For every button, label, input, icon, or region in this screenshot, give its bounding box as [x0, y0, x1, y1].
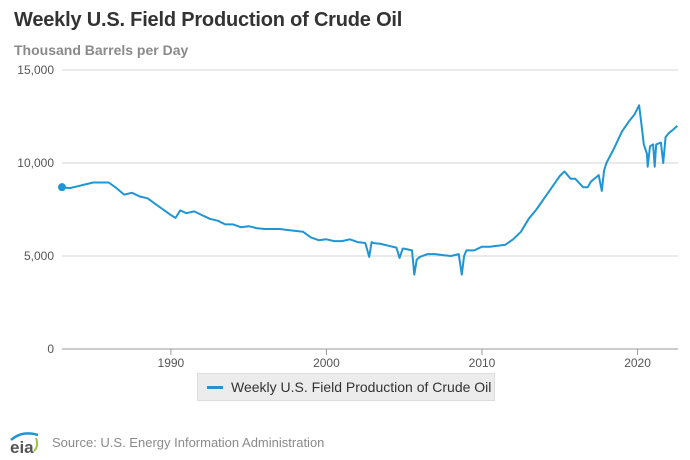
- y-axis-labels: 0 5,000 10,000 15,000: [17, 63, 54, 356]
- series-start-point: [58, 183, 66, 192]
- legend-swatch: [207, 385, 223, 389]
- legend[interactable]: Weekly U.S. Field Production of Crude Oi…: [197, 373, 495, 401]
- y-tick-label: 0: [47, 342, 54, 356]
- chart-title: Weekly U.S. Field Production of Crude Oi…: [14, 9, 403, 31]
- y-tick-label: 5,000: [24, 249, 54, 263]
- series-group: [58, 104, 678, 276]
- legend-label: Weekly U.S. Field Production of Crude Oi…: [231, 379, 492, 395]
- x-tick-label: 2000: [313, 356, 340, 370]
- source-text: Source: U.S. Energy Information Administ…: [52, 434, 325, 450]
- eia-logo-icon: eia: [10, 432, 39, 456]
- x-tick-label: 1990: [158, 356, 185, 370]
- x-tick-label: 2010: [469, 356, 496, 370]
- logo-text: eia: [10, 438, 34, 456]
- grid-lines: [62, 69, 678, 350]
- series-line: [61, 104, 678, 276]
- x-axis: 1990 2000 2010 2020: [158, 349, 651, 370]
- y-tick-label: 10,000: [17, 156, 54, 170]
- chart-subtitle: Thousand Barrels per Day: [14, 42, 189, 58]
- y-tick-label: 15,000: [17, 63, 54, 77]
- footer: eia Source: U.S. Energy Information Admi…: [8, 427, 324, 457]
- x-tick-label: 2020: [624, 356, 651, 370]
